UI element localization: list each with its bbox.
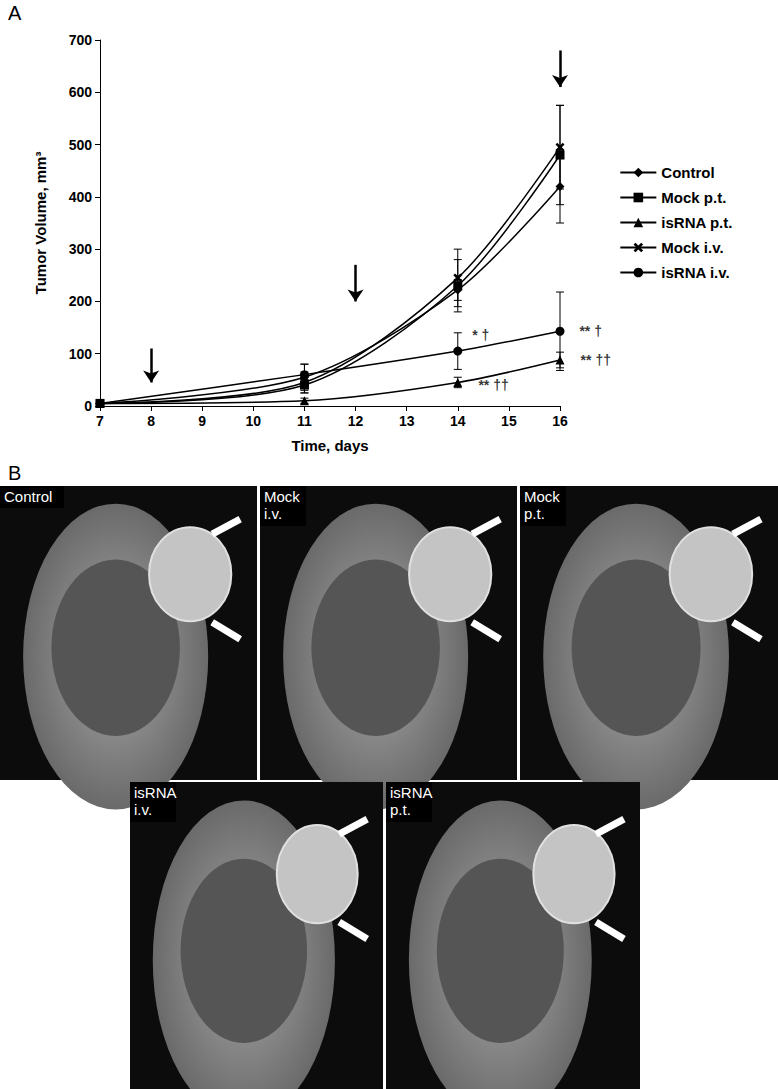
svg-text:** ††: ** †† bbox=[581, 352, 611, 368]
svg-text:100: 100 bbox=[69, 346, 93, 362]
svg-text:0: 0 bbox=[84, 398, 92, 414]
svg-text:9: 9 bbox=[198, 413, 206, 429]
svg-text:** †: ** † bbox=[579, 323, 602, 339]
svg-text:400: 400 bbox=[69, 189, 93, 205]
svg-text:Mocki.v.: Mocki.v. bbox=[264, 488, 300, 522]
svg-text:isRNA i.v.: isRNA i.v. bbox=[661, 264, 729, 281]
svg-text:7: 7 bbox=[96, 413, 104, 429]
svg-text:10: 10 bbox=[246, 413, 262, 429]
svg-text:** ††: ** †† bbox=[478, 377, 508, 393]
svg-text:16: 16 bbox=[552, 413, 568, 429]
html-text:B: B bbox=[8, 462, 22, 484]
svg-text:isRNAi.v.: isRNAi.v. bbox=[134, 784, 177, 818]
svg-text:Mock i.v.: Mock i.v. bbox=[661, 239, 723, 256]
svg-text:Mock p.t.: Mock p.t. bbox=[661, 189, 726, 206]
svg-text:Time, days: Time, days bbox=[291, 437, 368, 454]
svg-text:isRNAp.t.: isRNAp.t. bbox=[390, 784, 433, 818]
svg-text:8: 8 bbox=[147, 413, 155, 429]
svg-text:Control: Control bbox=[4, 488, 52, 505]
svg-text:200: 200 bbox=[69, 293, 93, 309]
svg-text:700: 700 bbox=[69, 32, 93, 48]
svg-text:13: 13 bbox=[399, 413, 415, 429]
svg-text:600: 600 bbox=[69, 84, 93, 100]
svg-text:Mockp.t.: Mockp.t. bbox=[524, 488, 560, 522]
svg-text:Tumor Volume, mm³: Tumor Volume, mm³ bbox=[32, 152, 49, 295]
svg-text:15: 15 bbox=[501, 413, 517, 429]
svg-text:Control: Control bbox=[661, 164, 714, 181]
svg-text:12: 12 bbox=[348, 413, 364, 429]
svg-text:* †: * † bbox=[472, 327, 489, 343]
svg-text:500: 500 bbox=[69, 137, 93, 153]
svg-text:isRNA p.t.: isRNA p.t. bbox=[661, 214, 732, 231]
svg-text:300: 300 bbox=[69, 241, 93, 257]
svg-text:11: 11 bbox=[297, 413, 312, 429]
html-text:A: A bbox=[8, 2, 22, 24]
svg-text:14: 14 bbox=[450, 413, 466, 429]
